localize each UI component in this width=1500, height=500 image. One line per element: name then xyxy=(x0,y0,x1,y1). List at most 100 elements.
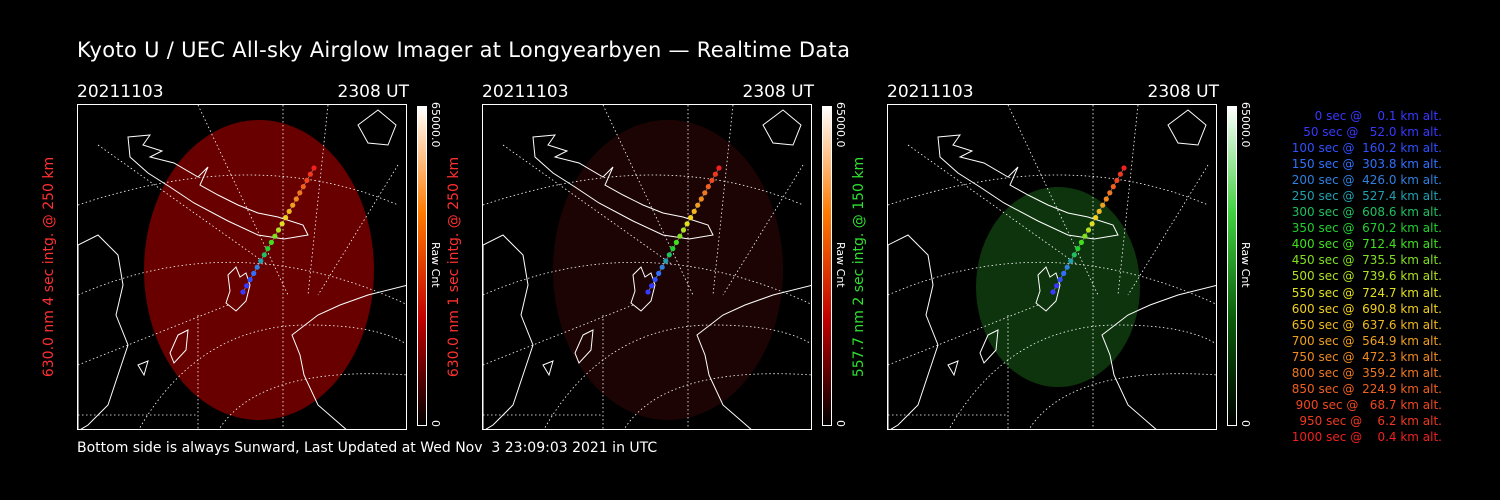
colorbar-max-label: 65000.0 xyxy=(1239,102,1252,148)
trajectory-point xyxy=(1103,196,1109,202)
sky-map xyxy=(482,104,812,430)
legend-entry: 400 sec @ 712.4 km alt. xyxy=(1287,237,1442,252)
trajectory-point xyxy=(251,270,257,276)
grid-lines xyxy=(888,105,1216,429)
trajectory-point xyxy=(684,221,690,227)
legend-entry: 250 sec @ 527.4 km alt. xyxy=(1287,189,1442,204)
trajectory-point xyxy=(247,277,253,283)
legend-entry: 1000 sec @ 0.4 km alt. xyxy=(1291,429,1442,444)
panel-time: 2308 UT xyxy=(337,82,410,102)
trajectory-point xyxy=(1054,283,1060,289)
legend-entry: 50 sec @ 52.0 km alt. xyxy=(1295,125,1442,140)
trajectory-point xyxy=(1117,171,1123,177)
trajectory-point xyxy=(680,227,687,233)
trajectory-point xyxy=(265,246,271,252)
colorbar-max-label: 65000.0 xyxy=(834,102,847,148)
colorbar-unit-label: Raw Cnt xyxy=(1239,242,1252,288)
imager-panel: 20211103 2308 UT 630.0 nm 4 sec intg. @ … xyxy=(41,82,442,432)
legend-entry: 700 sec @ 564.9 km alt. xyxy=(1287,333,1442,348)
trajectory-point xyxy=(1085,227,1092,233)
trajectory-point xyxy=(283,215,289,221)
colorbar-unit: Raw Cnt xyxy=(1239,242,1260,302)
wavelength-label: 630.0 nm 4 sec intg. @ 250 km xyxy=(41,156,57,378)
trajectory-point xyxy=(666,252,672,258)
panel-date: 20211103 xyxy=(887,82,974,102)
trajectory-point xyxy=(705,184,711,190)
airglow-image xyxy=(553,120,783,420)
colorbar-min: 0 xyxy=(1239,420,1260,436)
panel-side-label: 630.0 nm 4 sec intg. @ 250 km xyxy=(37,104,61,430)
color-bar xyxy=(417,106,427,426)
colorbar-min-label: 0 xyxy=(1239,420,1252,427)
trajectory-point xyxy=(709,177,715,183)
legend-entry: 600 sec @ 690.8 km alt. xyxy=(1287,301,1442,316)
trajectory-point xyxy=(1089,221,1095,227)
trajectory-point xyxy=(656,270,662,276)
legend-entry: 900 sec @ 68.7 km alt. xyxy=(1291,397,1442,412)
trajectory-point xyxy=(688,215,694,221)
footer-note: Bottom side is always Sunward, Last Upda… xyxy=(77,440,658,456)
trajectory-point xyxy=(297,190,303,196)
trajectory-point xyxy=(1057,277,1063,283)
sky-map xyxy=(887,104,1217,430)
airglow-image xyxy=(144,120,374,420)
trajectory-point xyxy=(1121,165,1127,171)
trajectory-point xyxy=(1071,252,1077,258)
trajectory-point xyxy=(691,208,697,214)
trajectory-point xyxy=(293,196,299,202)
color-bar xyxy=(822,106,832,426)
imager-panel: 20211103 2308 UT 557.7 nm 2 sec intg. @ … xyxy=(851,82,1252,432)
trajectory-point xyxy=(677,233,683,239)
trajectory-point xyxy=(240,289,246,295)
colorbar-max-label: 65000.0 xyxy=(429,102,442,148)
trajectory-point xyxy=(1068,258,1074,264)
trajectory-point xyxy=(286,208,292,214)
panel-side-label: 557.7 nm 2 sec intg. @ 150 km xyxy=(847,104,871,430)
satellite-trajectory xyxy=(240,165,317,295)
colorbar-min-label: 0 xyxy=(429,420,442,427)
trajectory-point xyxy=(1110,184,1116,190)
trajectory-point xyxy=(1050,289,1056,295)
legend-entry: 650 sec @ 637.6 km alt. xyxy=(1287,317,1442,332)
colorbar-max: 65000.0 xyxy=(1239,102,1260,162)
trajectory-point xyxy=(261,252,267,258)
legend-entry: 350 sec @ 670.2 km alt. xyxy=(1287,221,1442,236)
trajectory-point xyxy=(712,171,718,177)
trajectory-point xyxy=(716,165,722,171)
coastlines xyxy=(78,109,406,429)
coastlines xyxy=(888,109,1216,429)
trajectory-point xyxy=(307,171,313,177)
wavelength-label: 557.7 nm 2 sec intg. @ 150 km xyxy=(851,156,867,378)
legend-entry: 800 sec @ 359.2 km alt. xyxy=(1287,365,1442,380)
trajectory-point xyxy=(1082,233,1088,239)
legend-entry: 150 sec @ 303.8 km alt. xyxy=(1287,157,1442,172)
page-title: Kyoto U / UEC All-sky Airglow Imager at … xyxy=(77,38,851,62)
trajectory-point xyxy=(272,233,278,239)
trajectory-point xyxy=(663,258,669,264)
trajectory-point xyxy=(645,289,651,295)
satellite-trajectory xyxy=(1050,165,1127,295)
panel-date: 20211103 xyxy=(482,82,569,102)
trajectory-point xyxy=(300,184,306,190)
trajectory-point xyxy=(659,264,665,270)
legend-entry: 300 sec @ 608.6 km alt. xyxy=(1287,205,1442,220)
trajectory-point xyxy=(1096,208,1102,214)
trajectory-point xyxy=(304,177,310,183)
legend-entry: 750 sec @ 472.3 km alt. xyxy=(1287,349,1442,364)
trajectory-point xyxy=(1075,246,1081,252)
trajectory-point xyxy=(258,258,264,264)
trajectory-point xyxy=(254,264,260,270)
panel-side-label: 630.0 nm 1 sec intg. @ 250 km xyxy=(442,104,466,430)
legend-entry: 550 sec @ 724.7 km alt. xyxy=(1287,285,1442,300)
trajectory-point xyxy=(1064,264,1070,270)
trajectory-point xyxy=(244,283,250,289)
trajectory-point xyxy=(670,246,676,252)
trajectory-point xyxy=(290,202,296,208)
trajectory-legend: 0 sec @ 0.1 km alt. 50 sec @ 52.0 km alt… xyxy=(1262,108,1442,445)
trajectory-point xyxy=(695,202,701,208)
trajectory-point xyxy=(698,196,704,202)
legend-entry: 200 sec @ 426.0 km alt. xyxy=(1287,173,1442,188)
grid-lines xyxy=(483,105,811,429)
trajectory-point xyxy=(1107,190,1113,196)
legend-entry: 500 sec @ 739.6 km alt. xyxy=(1287,269,1442,284)
